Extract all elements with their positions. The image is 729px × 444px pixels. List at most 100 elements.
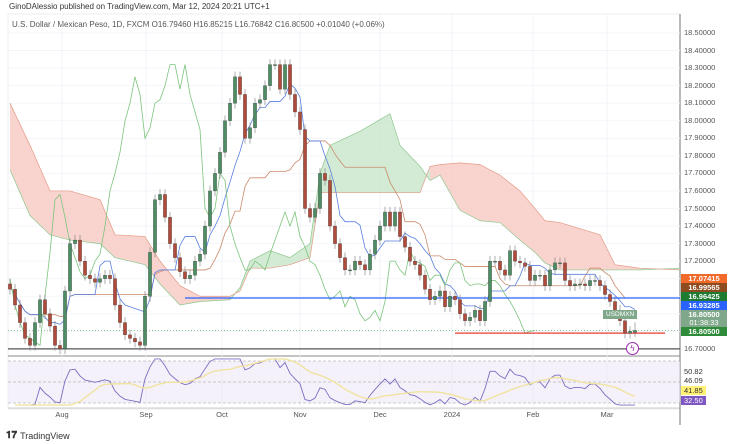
price-tick-label: 17.40000 bbox=[684, 221, 716, 231]
candle-down bbox=[238, 76, 242, 95]
time-tick-label: Oct bbox=[216, 410, 228, 419]
rsi-scale-label: 41.85 bbox=[681, 386, 706, 395]
candle-down bbox=[123, 322, 127, 336]
candle-down bbox=[108, 275, 112, 279]
price-tick-label: 18.00000 bbox=[684, 115, 716, 125]
cloud-bearish-segment bbox=[30, 145, 50, 235]
price-scale-value: 16.93285 bbox=[688, 301, 720, 310]
candle-down bbox=[43, 299, 47, 314]
candle-down bbox=[18, 304, 22, 323]
candle-up bbox=[103, 275, 107, 279]
price-tick-label: 17.50000 bbox=[684, 203, 716, 213]
cloud-bearish-segment bbox=[115, 234, 145, 265]
chikou-span-line bbox=[9, 64, 536, 347]
price-scale-label: 17.07415 bbox=[681, 274, 727, 283]
time-tick-label: Nov bbox=[293, 410, 307, 419]
candle-down bbox=[58, 345, 62, 350]
candle-up bbox=[208, 190, 212, 227]
cloud-bearish-segment bbox=[50, 190, 70, 241]
candle-up bbox=[473, 310, 477, 318]
candle-down bbox=[388, 211, 392, 227]
candle-up bbox=[248, 127, 252, 139]
price-scale-value: 16.99565 bbox=[688, 283, 720, 292]
candle-down bbox=[608, 294, 612, 302]
candle-up bbox=[493, 260, 497, 263]
candle-down bbox=[83, 260, 87, 276]
candle-up bbox=[188, 275, 192, 279]
candle-down bbox=[528, 266, 532, 281]
candle-up bbox=[558, 262, 562, 265]
price-scale-value: 17.07415 bbox=[688, 274, 720, 283]
footer-logo-text: TradingView bbox=[20, 430, 70, 441]
cloud-bullish-segment bbox=[250, 250, 270, 269]
cloud-bullish-segment bbox=[390, 113, 400, 193]
price-scale-value: 16.80500 bbox=[688, 310, 720, 319]
candle-up bbox=[268, 64, 272, 86]
candle-down bbox=[28, 338, 32, 346]
cloud-bearish-segment bbox=[440, 162, 460, 211]
candle-up bbox=[433, 296, 437, 300]
cloud-bearish-segment bbox=[615, 264, 640, 270]
candle-up bbox=[353, 260, 357, 271]
cloud-bearish-segment bbox=[600, 234, 615, 270]
candle-up bbox=[383, 211, 387, 227]
candle-up bbox=[313, 208, 317, 218]
cloud-bearish-segment bbox=[500, 175, 520, 241]
lightning-event-icon[interactable]: ϟ bbox=[626, 342, 639, 355]
bar-countdown: 01:38:33 bbox=[689, 318, 719, 327]
candle-up bbox=[223, 120, 227, 153]
candle-down bbox=[363, 264, 367, 271]
candle-down bbox=[498, 260, 502, 271]
candle-up bbox=[318, 173, 322, 209]
price-tick-label: 18.20000 bbox=[684, 80, 716, 90]
price-tick-label: 17.70000 bbox=[684, 168, 716, 178]
candle-down bbox=[323, 173, 327, 181]
cloud-bearish-segment bbox=[520, 190, 535, 253]
candle-down bbox=[418, 264, 422, 276]
price-tick-label: 18.10000 bbox=[684, 98, 716, 108]
candle-down bbox=[118, 304, 122, 323]
rsi-scale-label: 32.50 bbox=[681, 396, 706, 405]
candle-down bbox=[178, 257, 182, 272]
cloud-bearish-segment bbox=[180, 285, 200, 306]
candle-down bbox=[328, 180, 332, 227]
price-scale-label: 16.80500 01:38:33 bbox=[681, 310, 727, 327]
candle-down bbox=[113, 278, 117, 306]
candle-down bbox=[518, 260, 522, 264]
candle-up bbox=[143, 296, 147, 346]
price-scale-label: 16.99565 bbox=[681, 283, 727, 292]
candle-down bbox=[543, 275, 547, 286]
price-tick-label: 17.20000 bbox=[684, 256, 716, 266]
symbol-legend: U.S. Dollar / Mexican Peso, 1D, FXCM O16… bbox=[12, 20, 385, 29]
candle-down bbox=[133, 338, 137, 343]
candle-up bbox=[193, 260, 197, 276]
candle-up bbox=[228, 103, 232, 121]
price-tick-label: 18.30000 bbox=[684, 63, 716, 73]
price-scale-label: 16.80500 bbox=[681, 327, 727, 336]
cloud-bearish-segment bbox=[535, 208, 545, 263]
candle-up bbox=[438, 290, 442, 297]
candle-up bbox=[73, 239, 77, 244]
candle-down bbox=[288, 64, 292, 95]
candle-down bbox=[523, 262, 527, 267]
candle-up bbox=[283, 64, 287, 90]
candle-up bbox=[393, 211, 397, 227]
candle-up bbox=[373, 239, 377, 255]
time-tick-label: Sep bbox=[139, 410, 153, 419]
candle-up bbox=[573, 283, 577, 286]
rsi-ma-line bbox=[15, 358, 636, 406]
candle-down bbox=[8, 283, 12, 290]
candle-up bbox=[488, 260, 492, 302]
candle-down bbox=[333, 225, 337, 244]
candle-up bbox=[578, 283, 582, 286]
tenkan-sen-line bbox=[9, 83, 636, 325]
candle-up bbox=[203, 225, 207, 255]
candle-down bbox=[183, 271, 187, 279]
tradingview-logo-icon: 𝟏𝟕 bbox=[6, 430, 18, 441]
candle-up bbox=[483, 301, 487, 321]
time-tick-label: Feb bbox=[526, 410, 540, 419]
candle-down bbox=[243, 94, 247, 139]
candle-down bbox=[168, 217, 172, 244]
time-tick-label: 2024 bbox=[443, 410, 461, 419]
